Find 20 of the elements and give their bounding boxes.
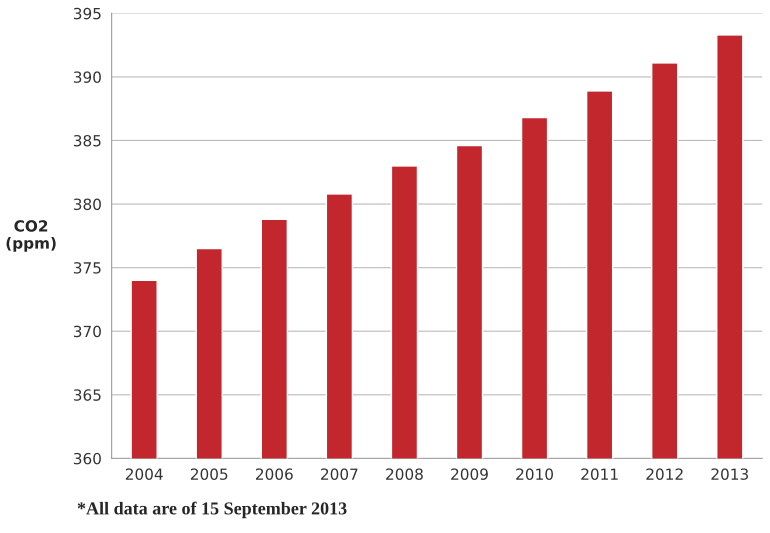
y-tick-label: 370 — [74, 326, 101, 338]
y-tick-label: 360 — [74, 452, 101, 464]
y-tick-label: 395 — [74, 8, 101, 20]
text: *All data are of 15 September 2013 — [78, 502, 347, 518]
y-tick-label: 390 — [74, 71, 101, 83]
y-axis-title: CO2 (ppm) — [6, 220, 56, 252]
x-tick-label: 2008 — [386, 468, 423, 480]
x-tick-label: 2010 — [516, 468, 553, 480]
x-tick-label: 2004 — [126, 468, 163, 480]
y-tick-label: 365 — [74, 389, 101, 401]
x-tick-label: 2007 — [321, 468, 358, 480]
y-tick-label: 375 — [74, 262, 101, 274]
x-tick-label: 2011 — [581, 468, 618, 480]
x-tick-label: 2005 — [190, 468, 228, 480]
y-tick-label: 380 — [74, 198, 101, 210]
x-tick-label: 2009 — [451, 468, 488, 480]
x-tick-label: 2012 — [646, 468, 683, 480]
y-tick-label: 385 — [74, 134, 101, 147]
x-tick-label: 2006 — [256, 468, 293, 480]
x-tick-label: 2013 — [711, 468, 748, 480]
